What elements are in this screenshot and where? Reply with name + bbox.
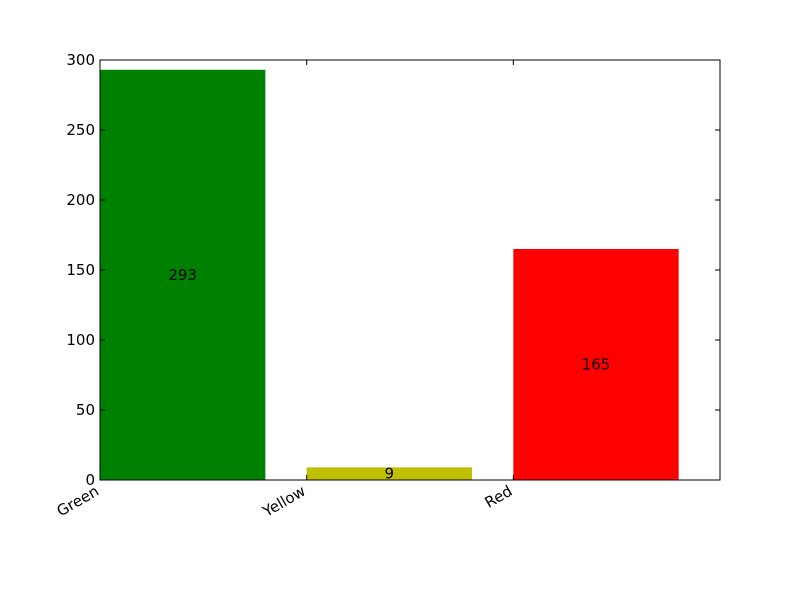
y-tick-label: 0 bbox=[85, 471, 95, 489]
ticks-group bbox=[99, 59, 720, 481]
bar-value-label-yellow: 9 bbox=[385, 465, 395, 483]
bar-yellow bbox=[306, 467, 472, 480]
x-tick-label-yellow: Yellow bbox=[259, 482, 309, 521]
bar-green bbox=[100, 69, 266, 481]
bar-red bbox=[513, 249, 679, 480]
y-tick-label: 150 bbox=[66, 261, 95, 279]
x-tick-labels-group: Green Yellow Red bbox=[54, 482, 516, 521]
y-tick-label: 200 bbox=[66, 191, 95, 209]
x-tick-label-green: Green bbox=[54, 482, 102, 520]
y-tick-labels-group: 0 50 100 150 200 250 300 bbox=[66, 51, 95, 489]
bars-group bbox=[100, 69, 679, 481]
bar-labels-group: 293 9 165 bbox=[168, 266, 610, 483]
y-tick-label: 50 bbox=[76, 401, 95, 419]
bar-value-label-green: 293 bbox=[168, 266, 197, 284]
bar-value-label-red: 165 bbox=[582, 356, 611, 374]
y-tick-label: 250 bbox=[66, 121, 95, 139]
y-tick-label: 300 bbox=[66, 51, 95, 69]
y-tick-label: 100 bbox=[66, 331, 95, 349]
x-tick-label-red: Red bbox=[482, 482, 516, 512]
